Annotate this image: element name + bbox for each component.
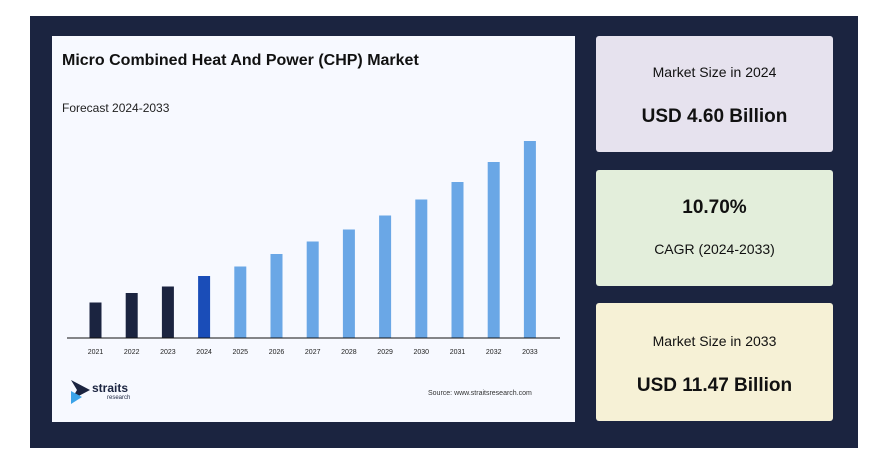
bar-2030: [415, 199, 428, 338]
x-tick-label-2029: 2029: [377, 349, 393, 356]
bar-2023: [161, 286, 174, 338]
market-size-2033-value: USD 11.47 Billion: [636, 375, 793, 396]
bar-2021: [89, 302, 102, 338]
x-tick-label-2021: 2021: [88, 349, 104, 356]
bar-2031: [451, 182, 464, 338]
bar-2029: [379, 215, 392, 338]
market-size-2033-label: Market Size in 2033: [652, 333, 777, 349]
x-tick-label-2033: 2033: [522, 349, 538, 356]
bar-2027: [306, 241, 319, 338]
cagr-value: 10.70%: [682, 197, 747, 218]
bar-2026: [270, 254, 283, 338]
cagr-card: 10.70% CAGR (2024-2033): [596, 170, 833, 286]
x-tick-label-2024: 2024: [196, 349, 212, 356]
bar-2025: [234, 266, 247, 338]
logo-word: straits: [92, 381, 129, 395]
market-size-2024-label: Market Size in 2024: [652, 64, 777, 80]
market-size-2024-card: Market Size in 2024 USD 4.60 Billion: [596, 36, 833, 152]
straits-logo: straits research: [70, 379, 150, 409]
market-size-2033-card: Market Size in 2033 USD 11.47 Billion: [596, 303, 833, 421]
bar-2033: [523, 141, 536, 338]
x-tick-label-2028: 2028: [341, 349, 357, 356]
x-tick-label-2025: 2025: [233, 349, 249, 356]
chart-subtitle: Forecast 2024-2033: [62, 101, 170, 115]
bar-chart: 2021 2022 2023 2024 2025 2026 2027 2028 2029 2030…: [67, 141, 560, 356]
cagr-label: CAGR (2024-2033): [654, 241, 775, 257]
bar-2032: [487, 162, 500, 338]
chart-title: Micro Combined Heat And Power (CHP) Mark…: [62, 52, 419, 69]
straits-logo-icon: [71, 380, 90, 404]
x-tick-label-2026: 2026: [269, 349, 285, 356]
bar-2022: [125, 293, 138, 338]
market-size-2024-value: USD 4.60 Billion: [641, 106, 788, 127]
x-tick-label-2032: 2032: [486, 349, 502, 356]
logo-subword: research: [107, 395, 131, 401]
x-tick-label-2030: 2030: [414, 349, 430, 356]
x-tick-label-2027: 2027: [305, 349, 321, 356]
x-tick-label-2031: 2031: [450, 349, 466, 356]
x-tick-label-2023: 2023: [160, 349, 176, 356]
x-tick-label-2022: 2022: [124, 349, 140, 356]
chart-panel: Micro Combined Heat And Power (CHP) Mark…: [52, 36, 575, 422]
bar-2024: [198, 276, 211, 338]
source-note: Source: www.straitsresearch.com: [428, 390, 532, 397]
bar-2028: [342, 229, 355, 338]
